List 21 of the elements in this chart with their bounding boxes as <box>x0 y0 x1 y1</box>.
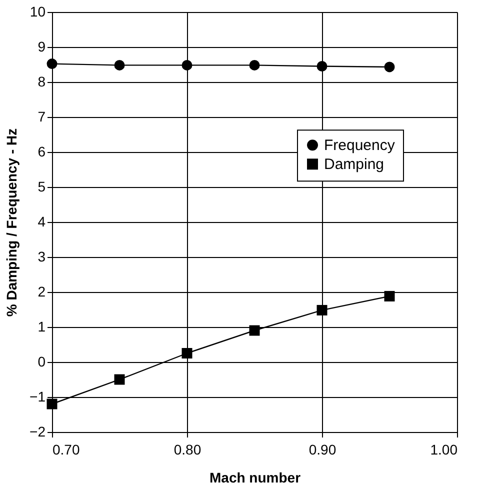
y-tick-label: 1 <box>38 318 46 334</box>
y-tick-label: 0 <box>38 354 46 370</box>
y-tick-label: 2 <box>38 284 46 300</box>
y-tick-label: 8 <box>38 74 46 90</box>
x-tick-label: 1.00 <box>430 442 458 458</box>
x-tick-label: 0.80 <box>174 442 202 458</box>
legend-label: Frequency <box>324 137 396 154</box>
y-tick-label: 7 <box>38 108 46 124</box>
y-tick-label: 3 <box>38 248 46 264</box>
x-tick-label: 0.70 <box>52 442 80 458</box>
y-tick-label: −1 <box>30 388 46 404</box>
y-tick-label: 4 <box>38 214 46 230</box>
y-tick-label: 5 <box>38 178 46 194</box>
legend-label: Damping <box>324 156 384 174</box>
y-tick-label: 6 <box>38 144 46 160</box>
y-tick-label: −2 <box>30 424 46 440</box>
y-tick-label: 10 <box>30 4 46 20</box>
x-tick-label: 0.90 <box>308 442 336 458</box>
x-axis-title: Mach number <box>209 470 302 486</box>
y-axis-title: % Damping / Frequency - Hz <box>4 128 20 317</box>
y-tick-label: 9 <box>38 38 46 54</box>
